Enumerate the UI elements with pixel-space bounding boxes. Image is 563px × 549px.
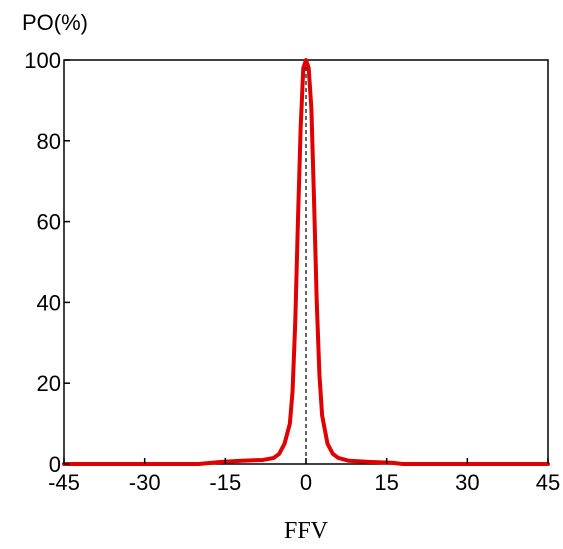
y-ticks: 0 20 40 60 80 100 <box>24 48 70 477</box>
x-tick-label: -45 <box>48 470 80 495</box>
x-tick-label: 30 <box>455 470 479 495</box>
y-tick-label: 60 <box>37 210 61 235</box>
y-tick-label: 80 <box>37 129 61 154</box>
x-ticks: -45 -30 -15 0 15 30 45 <box>48 458 560 495</box>
y-tick-label: 0 <box>49 452 61 477</box>
series-line <box>62 58 550 466</box>
x-tick-label: 45 <box>536 470 560 495</box>
x-tick-label: 15 <box>374 470 398 495</box>
y-axis-label: PO(%) <box>22 10 88 35</box>
y-tick-label: 40 <box>37 290 61 315</box>
y-tick-label: 100 <box>24 48 61 73</box>
x-tick-label: -30 <box>129 470 161 495</box>
series-layer <box>62 58 550 466</box>
y-tick-label: 20 <box>37 371 61 396</box>
x-tick-label: 0 <box>300 470 312 495</box>
x-axis-label: FFV <box>284 518 329 544</box>
x-tick-label: -15 <box>209 470 241 495</box>
